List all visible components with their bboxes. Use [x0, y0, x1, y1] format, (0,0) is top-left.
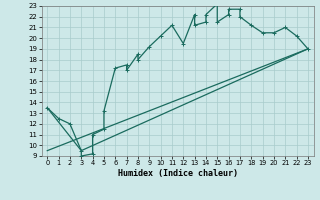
X-axis label: Humidex (Indice chaleur): Humidex (Indice chaleur) [118, 169, 237, 178]
